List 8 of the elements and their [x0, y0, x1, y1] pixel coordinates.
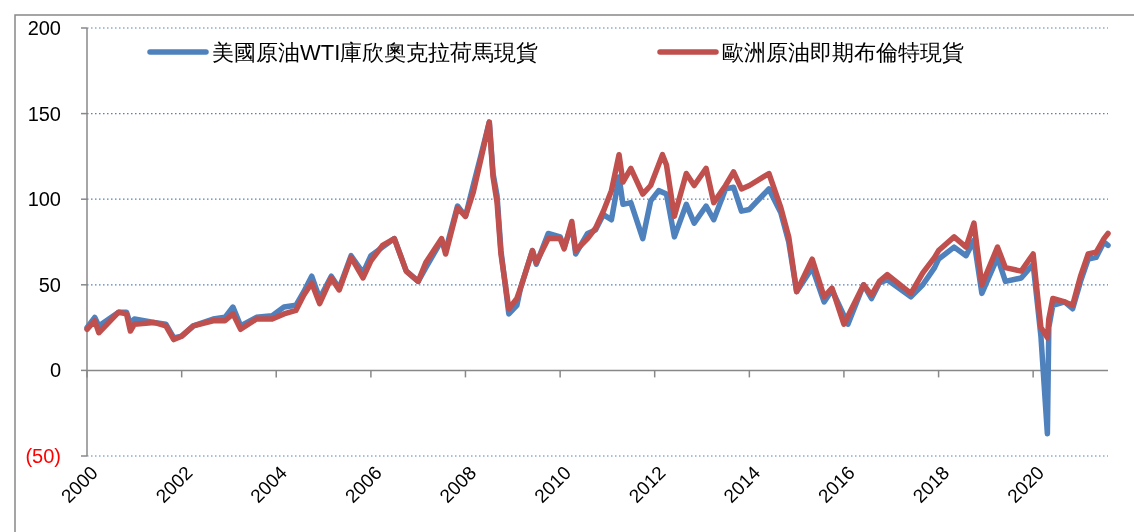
y-tick-label: 100 [27, 188, 61, 211]
y-tick-label: (50) [25, 445, 61, 467]
legend-label: 美國原油WTI庫欣奧克拉荷馬現貨 [212, 40, 539, 65]
y-tick-label: 200 [27, 17, 61, 39]
y-tick-label: 0 [49, 359, 61, 382]
y-tick-label: 150 [27, 102, 61, 125]
y-tick-label: 50 [38, 273, 61, 296]
legend-label: 歐洲原油即期布倫特現貨 [722, 40, 964, 65]
